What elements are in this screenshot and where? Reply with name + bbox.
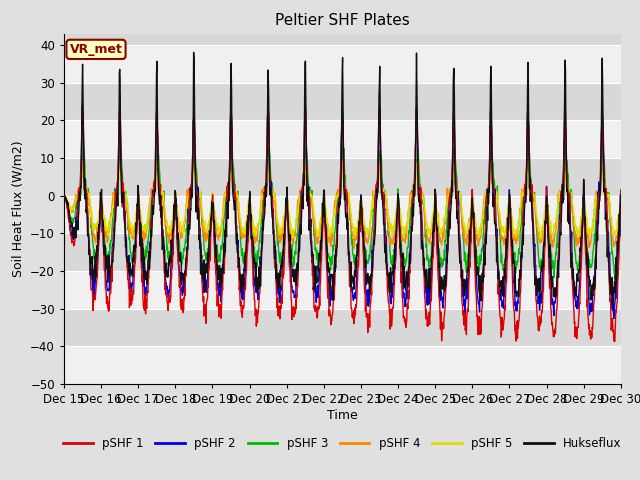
Y-axis label: Soil Heat Flux (W/m2): Soil Heat Flux (W/m2) [12,141,25,277]
Bar [64,120,621,158]
Bar [64,271,621,309]
Bar [64,196,621,233]
Title: Peltier SHF Plates: Peltier SHF Plates [275,13,410,28]
Bar [64,45,621,83]
X-axis label: Time: Time [327,409,358,422]
Bar [64,347,621,384]
Legend: pSHF 1, pSHF 2, pSHF 3, pSHF 4, pSHF 5, Hukseflux: pSHF 1, pSHF 2, pSHF 3, pSHF 4, pSHF 5, … [58,433,627,455]
Text: VR_met: VR_met [70,43,122,56]
